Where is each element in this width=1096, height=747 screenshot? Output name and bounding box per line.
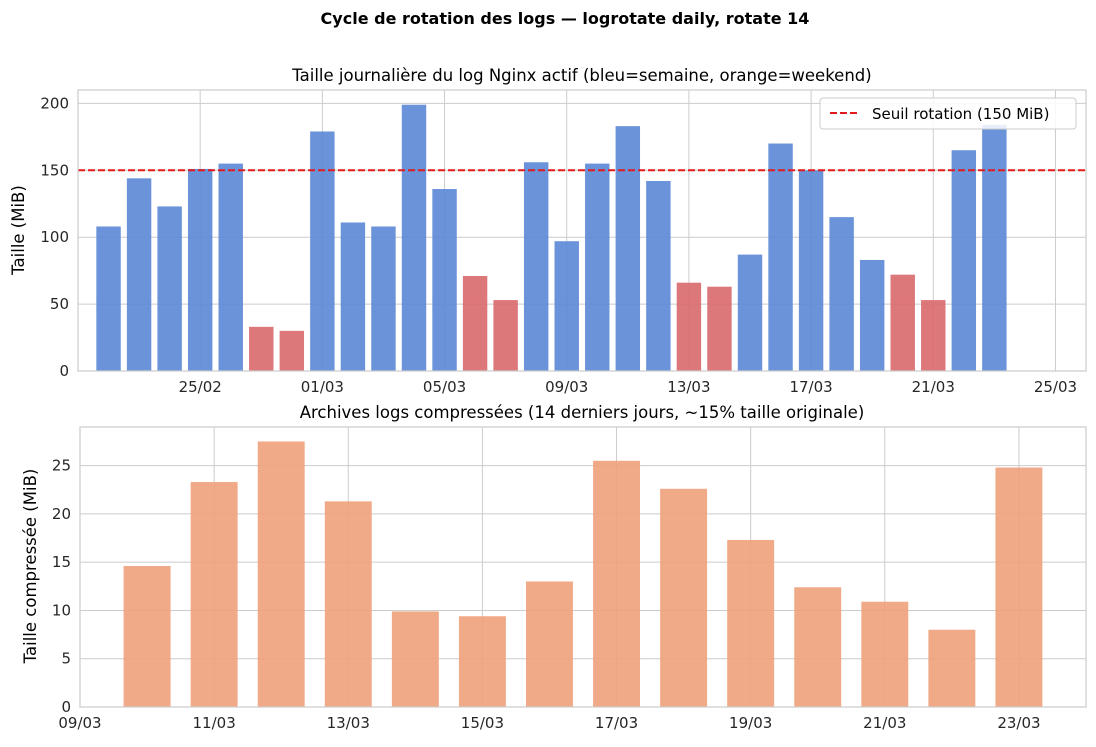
figure-suptitle: Cycle de rotation des logs — logrotate d…: [321, 9, 810, 28]
top-bar: [371, 226, 396, 371]
bottom-chart-title: Archives logs compressées (14 derniers j…: [300, 403, 865, 422]
top-bar: [676, 282, 702, 371]
bot-bar: [660, 488, 708, 707]
top-bar: [585, 163, 610, 371]
top-bar: [768, 143, 793, 371]
bot-y-tick-label: 0: [61, 698, 71, 716]
top-bar: [523, 162, 549, 371]
legend-box: [819, 97, 1077, 130]
bot-y-tick-label: 25: [52, 457, 71, 475]
top-bar: [798, 170, 824, 371]
top-y-tick-label: 100: [40, 228, 69, 246]
legend-threshold-label: Seuil rotation (150 MiB): [872, 105, 1049, 123]
bottom-y-axis-label: Taille compressée (MiB): [21, 469, 40, 665]
bottom-x-tick-labels: 09/03 11/03 13/03 15/03 17/03 19/03 21/03 23/03: [58, 714, 1040, 732]
bot-x-tick-label: 19/03: [729, 714, 772, 732]
bot-bar: [257, 441, 305, 707]
bot-y-tick-label: 20: [52, 505, 71, 523]
bot-y-tick-label: 5: [61, 650, 71, 668]
top-bar: [401, 104, 427, 371]
top-bar: [554, 241, 579, 371]
top-y-tick-label: 50: [50, 295, 69, 313]
top-bar: [829, 217, 854, 371]
bot-bar: [123, 566, 171, 707]
bot-bar: [861, 601, 909, 707]
top-x-tick-label: 09/03: [545, 378, 588, 396]
bot-bar: [794, 587, 842, 707]
bot-y-tick-label: 10: [52, 601, 71, 619]
top-bar: [493, 300, 518, 371]
bot-x-tick-label: 23/03: [997, 714, 1040, 732]
top-x-tick-label: 01/03: [301, 378, 344, 396]
bot-y-tick-label: 15: [52, 553, 71, 571]
bot-bar: [190, 482, 238, 707]
top-y-tick-label: 0: [59, 362, 69, 380]
top-bar: [310, 131, 335, 371]
top-bar: [249, 326, 274, 371]
top-bar: [279, 330, 305, 371]
bot-bar: [928, 629, 976, 707]
top-bar: [340, 222, 366, 371]
top-bar: [126, 178, 152, 371]
top-bar: [890, 274, 915, 371]
bottom-plot-frame: [79, 426, 1087, 708]
bot-x-tick-label: 13/03: [327, 714, 370, 732]
top-y-axis-label: Taille (MiB): [9, 185, 28, 276]
top-chart-title: Taille journalière du log Nginx actif (b…: [291, 66, 871, 85]
top-x-tick-label: 21/03: [912, 378, 955, 396]
bot-bar: [727, 539, 775, 707]
top-bar: [707, 286, 732, 371]
bottom-y-tick-labels: 0 5 10 15 20 25: [52, 457, 71, 716]
top-bar: [982, 124, 1007, 372]
top-bar: [921, 300, 946, 371]
top-y-tick-label: 200: [40, 94, 69, 112]
top-x-tick-label: 05/03: [423, 378, 466, 396]
top-legend: Seuil rotation (150 MiB): [819, 97, 1077, 130]
top-bar: [218, 163, 243, 371]
top-bar: [187, 168, 213, 371]
top-grid: [78, 90, 1086, 372]
bot-bar: [458, 616, 506, 707]
top-bar: [615, 126, 641, 371]
top-x-tick-label: 13/03: [667, 378, 710, 396]
bot-x-tick-label: 15/03: [461, 714, 504, 732]
top-bar: [951, 150, 977, 371]
bot-bar: [593, 460, 641, 707]
top-bar: [432, 189, 457, 371]
top-bar: [462, 275, 488, 371]
top-x-tick-label: 25/02: [179, 378, 222, 396]
bot-x-tick-label: 21/03: [863, 714, 906, 732]
top-bars: [96, 104, 1007, 372]
bot-x-tick-label: 09/03: [58, 714, 101, 732]
top-plot-frame: [77, 89, 1087, 372]
top-y-tick-labels: 0 50 100 150 200: [40, 94, 69, 380]
bot-bar: [324, 501, 372, 707]
top-bar: [737, 254, 763, 371]
bot-bar: [391, 611, 439, 707]
top-bar: [646, 180, 671, 371]
top-x-tick-label: 17/03: [789, 378, 832, 396]
top-x-tick-labels: 25/02 01/03 05/03 09/03 13/03 17/03 21/03 25/03: [179, 378, 1078, 396]
bot-x-tick-label: 17/03: [595, 714, 638, 732]
bot-bar: [995, 467, 1043, 707]
top-bar: [859, 259, 885, 371]
compressed-archives-chart: 0 5 10 15 20 25 09/03 11/03 13/03 15/03 17/03 19/0…: [21, 403, 1087, 732]
top-bar: [157, 206, 182, 371]
top-x-tick-label: 25/03: [1034, 378, 1077, 396]
top-y-tick-label: 150: [40, 161, 69, 179]
daily-size-chart: 0 50 100 150 200 25/02 01/03 05/03 09/03 13/03 17…: [9, 66, 1087, 396]
bottom-bars: [123, 441, 1043, 707]
top-bar: [96, 226, 121, 371]
bot-bar: [525, 581, 573, 707]
bot-x-tick-label: 11/03: [193, 714, 236, 732]
